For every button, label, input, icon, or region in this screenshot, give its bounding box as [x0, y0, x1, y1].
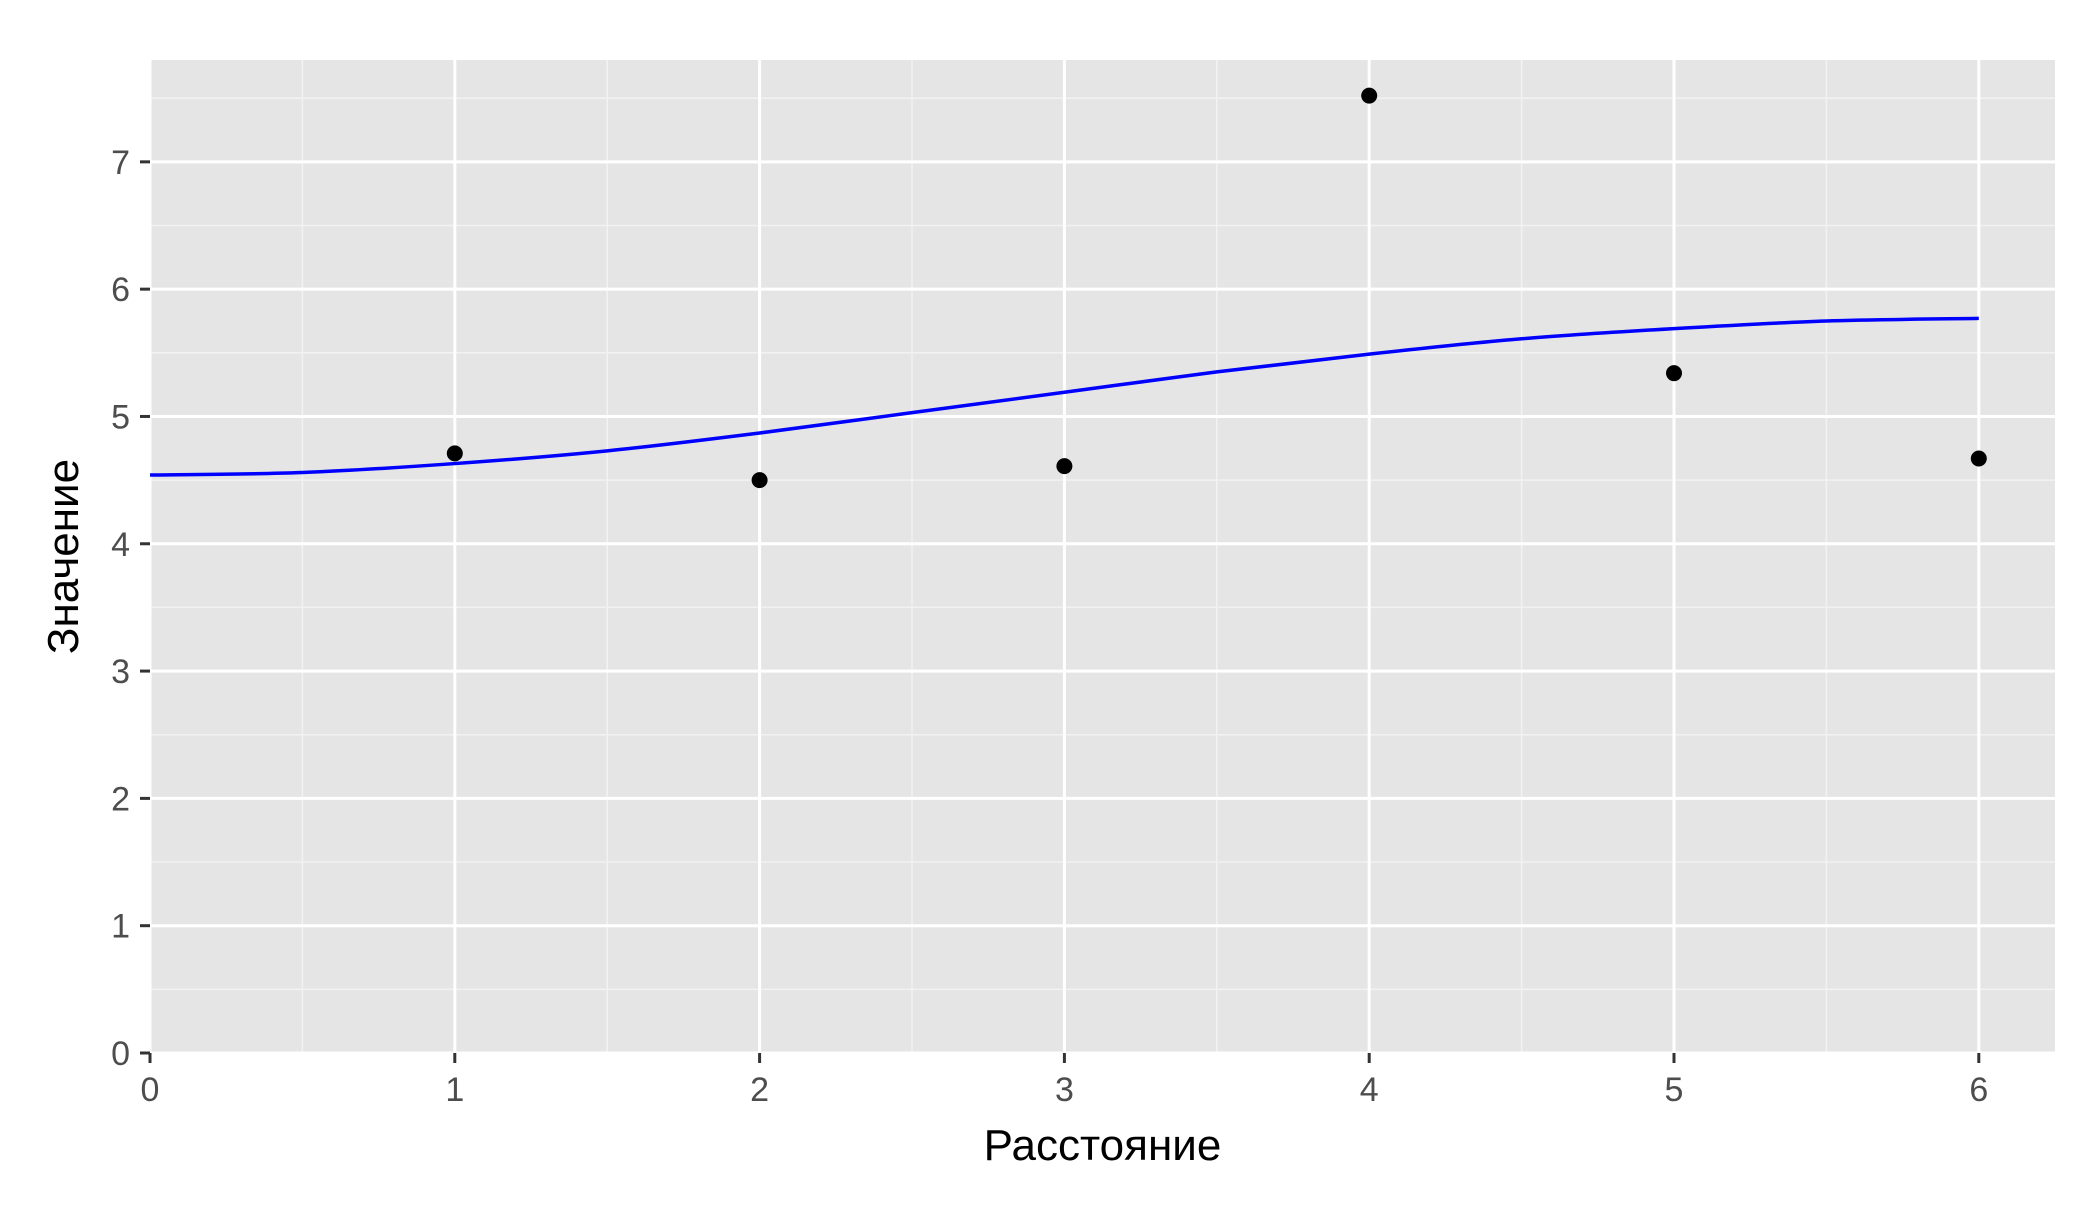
plot-panel	[150, 60, 2055, 1053]
y-axis-title: Значение	[39, 459, 88, 654]
y-axis: 0 1 2 3 4 5 6 7	[111, 144, 150, 1073]
x-tick-label: 0	[141, 1071, 160, 1109]
data-point	[446, 445, 463, 462]
x-tick-label: 3	[1055, 1071, 1074, 1109]
x-tick-label: 5	[1665, 1071, 1684, 1109]
y-tick-label: 7	[111, 144, 130, 182]
data-point	[1970, 450, 1987, 467]
x-tick-label: 4	[1360, 1071, 1379, 1109]
fitted-curve	[149, 316, 1979, 477]
data-points	[446, 87, 1987, 489]
x-axis: 0 1 2 3 4 5 6	[141, 1053, 1988, 1109]
y-tick-label: 5	[111, 398, 130, 436]
data-point	[751, 472, 768, 489]
x-tick-label: 1	[445, 1071, 464, 1109]
data-point	[1056, 458, 1073, 475]
y-tick-label: 2	[111, 780, 130, 818]
y-tick-label: 0	[111, 1035, 130, 1073]
y-tick-label: 4	[111, 526, 130, 564]
grid-minor	[150, 60, 2055, 1053]
y-tick-label: 3	[111, 653, 130, 691]
data-point	[1666, 365, 1682, 382]
data-point	[1361, 87, 1378, 104]
x-tick-label: 2	[750, 1071, 769, 1109]
x-tick-label: 6	[1969, 1071, 1988, 1109]
y-tick-label: 1	[111, 908, 130, 946]
x-axis-title: Расстояние	[984, 1121, 1222, 1170]
grid-major	[148, 60, 2055, 1055]
y-tick-label: 6	[111, 271, 130, 309]
